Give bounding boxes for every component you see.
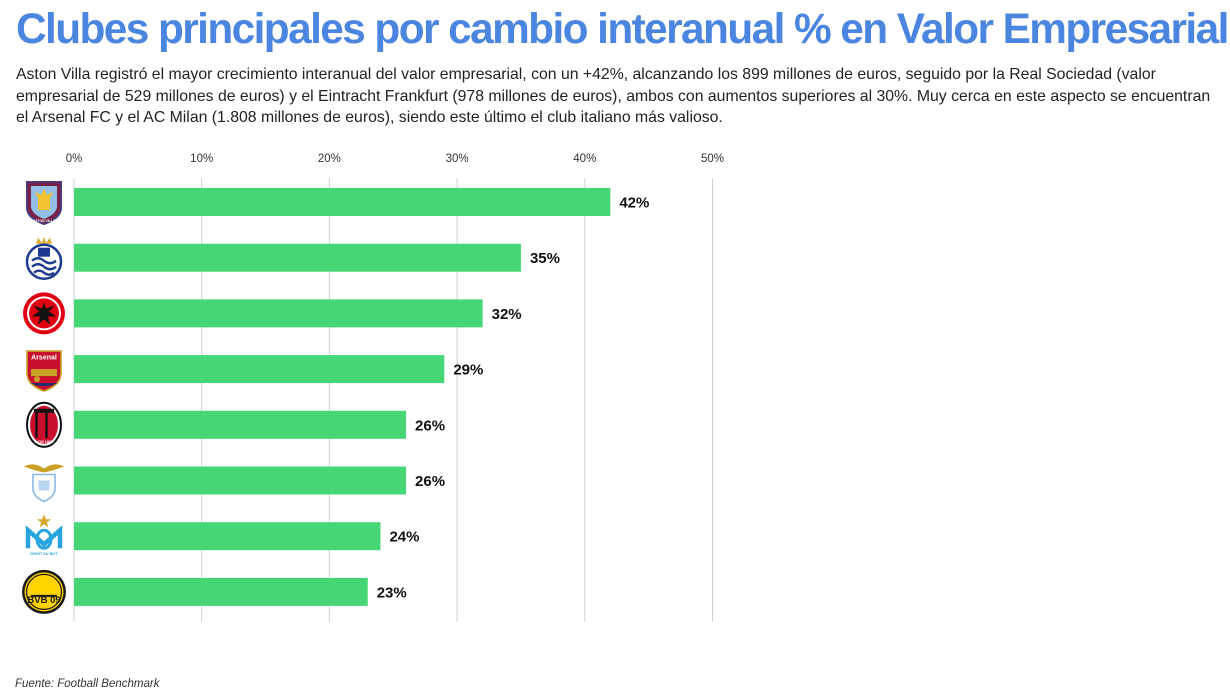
bar [74, 522, 381, 551]
marseille-crest-icon: DROIT AU BUT [25, 514, 63, 556]
logo-text: ASTON VILLA [33, 219, 56, 223]
value-label: 23% [377, 584, 407, 601]
logo-text: BVB 09 [27, 595, 60, 606]
source-note: Fuente: Football Benchmark [15, 678, 160, 690]
bar [74, 355, 445, 384]
x-tick-label: 40% [573, 153, 596, 165]
bar [74, 188, 611, 216]
x-tick-label: 30% [446, 153, 469, 165]
value-label: 42% [619, 195, 649, 212]
logo-text: DROIT AU BUT [30, 552, 58, 556]
value-label: 35% [530, 250, 560, 267]
chart-title: Clubes principales por cambio interanual… [16, 5, 1229, 53]
eintracht-frankfurt-crest-icon [23, 292, 65, 335]
x-tick-label: 20% [318, 153, 341, 165]
value-label: 24% [389, 529, 419, 546]
arsenal-crest-icon: Arsenal [26, 350, 62, 392]
bvb-crest-icon: BVB 09 [22, 569, 66, 614]
ac-milan-crest-icon: ACM 1899 [26, 401, 62, 448]
value-labels: 42% 35% 32% 29% 26% 26% 24% 23% [377, 195, 650, 602]
logo-text: Arsenal [31, 355, 57, 362]
value-label: 26% [415, 473, 445, 490]
lazio-crest-icon [24, 464, 64, 503]
real-sociedad-crest-icon [25, 236, 63, 280]
bars [74, 188, 611, 606]
x-tick-label: 50% [701, 153, 724, 165]
bar [74, 243, 521, 272]
logo-text: ACM 1899 [34, 439, 54, 444]
chart-subtitle: Aston Villa registró el mayor crecimient… [16, 66, 1211, 126]
bar [74, 410, 407, 439]
value-label: 26% [415, 417, 445, 434]
x-axis-ticks: 0% 10% 20% 30% 40% 50% [66, 153, 724, 165]
bar [74, 299, 483, 328]
bar [74, 577, 368, 606]
value-label: 29% [453, 362, 483, 379]
aston-villa-crest-icon: ASTON VILLA [26, 181, 62, 226]
club-logos: ASTON VILLA Arsenal ACM 1899 DROIT AU BUT BV… [22, 181, 66, 614]
bar [74, 466, 407, 495]
x-tick-label: 10% [190, 153, 213, 165]
value-label: 32% [492, 306, 522, 323]
x-tick-label: 0% [66, 153, 83, 165]
